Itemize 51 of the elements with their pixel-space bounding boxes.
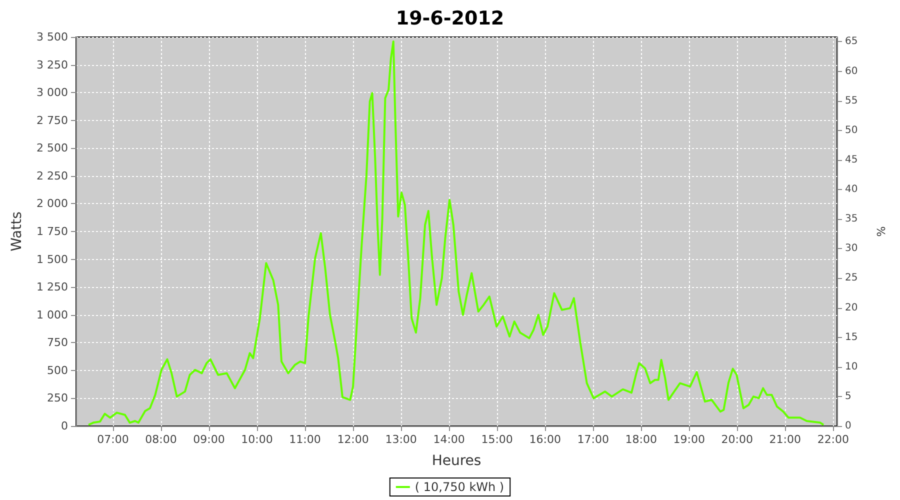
y-tick-label: 0	[61, 420, 68, 432]
chart-title: 19-6-2012	[396, 8, 504, 30]
y2-tick-label: 15	[845, 332, 858, 343]
y-tick-label: 250	[47, 392, 68, 405]
y-tick-label: 1 250	[36, 280, 68, 294]
y-axis-title: Watts	[9, 212, 25, 252]
y2-tick-label: 25	[845, 272, 858, 284]
y2-tick-label: 20	[845, 302, 858, 314]
x-tick-label: 12:00	[337, 433, 369, 446]
y2-tick-label: 30	[845, 243, 858, 254]
y-tick-label: 2 250	[36, 169, 68, 182]
y2-tick-label: 60	[845, 66, 858, 77]
y2-tick-label: 10	[845, 361, 858, 372]
x-tick-label: 20:00	[721, 433, 753, 446]
y2-tick-label: 65	[845, 36, 858, 48]
x-tick-label: 14:00	[433, 433, 465, 446]
x-axis-title: Heures	[432, 453, 482, 469]
x-tick-label: 11:00	[289, 433, 321, 446]
y-tick-label: 3 000	[36, 86, 68, 100]
y2-tick-label: 50	[845, 124, 858, 136]
y2-tick-label: 45	[845, 154, 858, 166]
legend-label: ( 10,750 kWh )	[414, 480, 504, 494]
y2-axis-title: %	[874, 226, 887, 237]
y2-tick-label: 0	[845, 420, 852, 432]
y-tick-label: 1 500	[36, 252, 68, 266]
x-tick-label: 17:00	[577, 433, 609, 446]
y-tick-label: 500	[47, 364, 68, 377]
y-tick-label: 750	[47, 336, 68, 350]
x-tick-label: 08:00	[145, 433, 177, 446]
y-tick-label: 3 250	[36, 58, 68, 72]
line-series	[87, 40, 825, 426]
y2-tick-label: 55	[845, 95, 858, 106]
y-tick-label: 2 750	[36, 114, 68, 127]
x-tick-label: 19:00	[673, 433, 705, 446]
x-tick-label: 22:00	[817, 433, 850, 446]
y2-tick-label: 40	[845, 184, 858, 196]
x-tick-label: 10:00	[241, 433, 273, 446]
y-tick-label: 3 500	[36, 30, 68, 44]
x-tick-label: 13:00	[385, 433, 417, 446]
x-tick-label: 16:00	[529, 433, 561, 446]
y-tick-label: 1 000	[36, 308, 68, 322]
x-tick-label: 07:00	[97, 433, 129, 446]
y-tick-label: 2 500	[36, 142, 68, 155]
y2-tick-label: 35	[845, 214, 858, 225]
x-tick-label: 15:00	[481, 433, 513, 446]
y-tick-label: 2 000	[36, 197, 68, 210]
x-tick-label: 09:00	[193, 433, 225, 446]
y2-tick-label: 5	[845, 390, 852, 402]
y-tick-label: 1 750	[36, 225, 68, 238]
x-tick-label: 21:00	[769, 433, 801, 446]
x-tick-label: 18:00	[625, 433, 657, 446]
